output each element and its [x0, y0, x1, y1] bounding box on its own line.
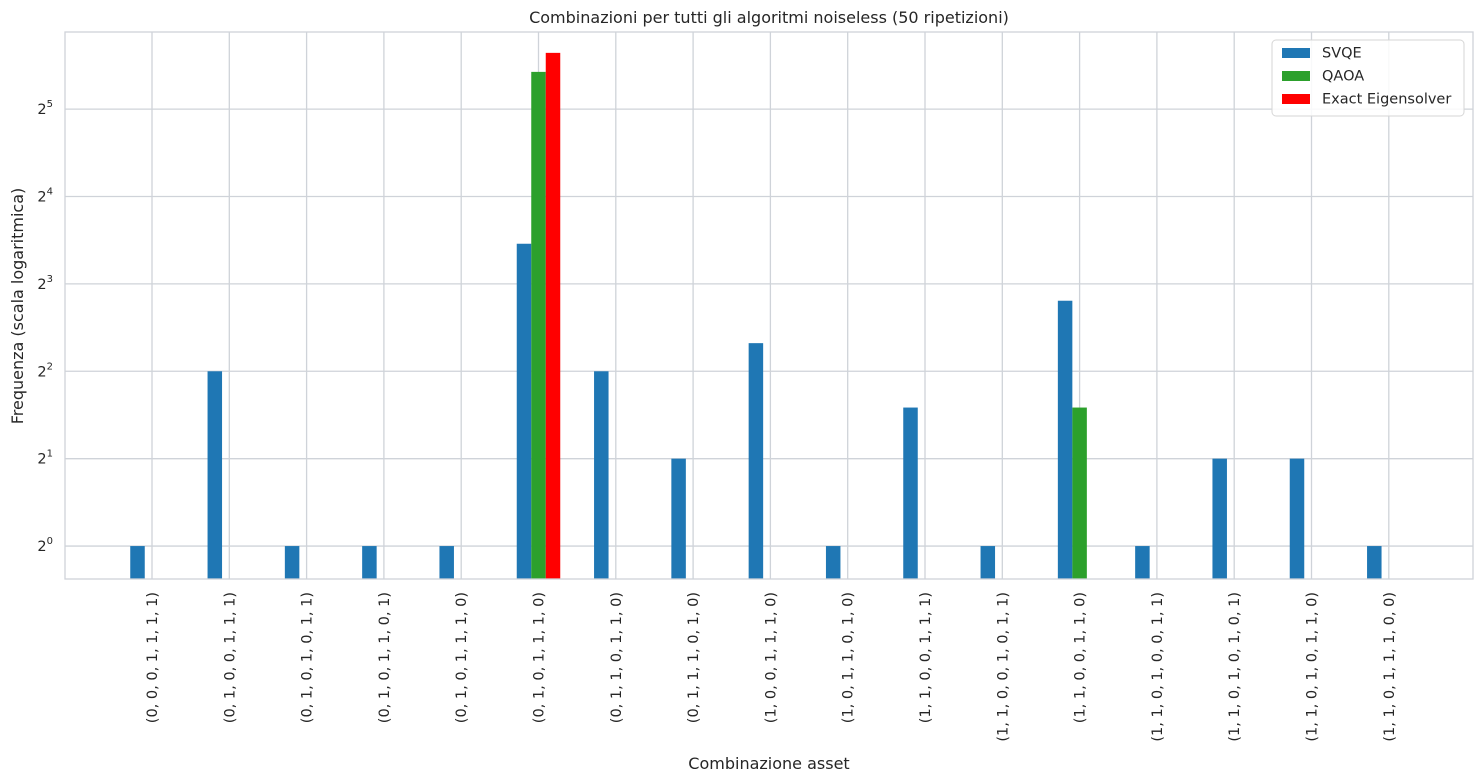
- x-tick-label: (1, 1, 0, 0, 1, 1, 0): [1073, 592, 1089, 723]
- x-tick-label: (0, 0, 0, 1, 1, 1, 1): [145, 592, 161, 723]
- y-tick-label: 25: [37, 99, 53, 118]
- x-tick-label: (0, 1, 0, 1, 0, 1, 1): [300, 592, 316, 723]
- legend-box: [1271, 39, 1465, 117]
- x-tick-label: (1, 1, 0, 1, 1, 1, 0, 0): [1382, 592, 1398, 742]
- bar-qaoa: [1072, 407, 1087, 579]
- bar-svqe: [1289, 458, 1305, 579]
- bar-svqe: [207, 371, 223, 579]
- y-tick-label: 23: [37, 274, 53, 293]
- bar-svqe: [1057, 300, 1073, 579]
- x-tick-label: (0, 1, 0, 1, 1, 1, 0): [454, 592, 470, 723]
- bar-svqe: [516, 243, 532, 579]
- bar-exact-eigensolver: [545, 52, 561, 579]
- legend-label-qaoa: QAOA: [1322, 69, 1364, 85]
- bar-svqe: [671, 458, 686, 579]
- bar-svqe: [130, 546, 145, 579]
- bar-svqe: [903, 407, 918, 579]
- bar-svqe: [439, 546, 454, 579]
- grid: [65, 32, 1473, 579]
- bars: [130, 52, 1382, 580]
- legend-label-exact-eigensolver: Exact Eigensolver: [1322, 92, 1451, 108]
- plot-frame: [64, 31, 1474, 580]
- y-tick-label: 20: [37, 536, 53, 555]
- x-tick-label: (0, 1, 1, 1, 0, 1, 0): [686, 592, 702, 723]
- bar-svqe: [825, 546, 841, 579]
- legend: SVQE QAOA Exact Eigensolver: [1271, 39, 1465, 117]
- x-tick-label: (1, 1, 0, 0, 1, 1, 1): [918, 592, 934, 723]
- bar-svqe: [1135, 546, 1150, 579]
- x-tick-label: (1, 0, 0, 1, 1, 1, 0): [763, 592, 779, 723]
- x-tick-label: (1, 0, 1, 1, 0, 1, 0): [841, 592, 857, 723]
- x-tick-label: (1, 1, 0, 1, 0, 0, 1, 1): [1150, 592, 1166, 742]
- x-tick-labels: (0, 0, 0, 1, 1, 1, 1) (0, 1, 0, 0, 1, 1, …: [145, 592, 1398, 742]
- y-tick-label: 21: [37, 449, 53, 468]
- legend-label-svqe: SVQE: [1322, 46, 1362, 62]
- x-tick-label: (0, 1, 1, 0, 1, 1, 0): [609, 592, 625, 723]
- y-tick-label: 22: [37, 361, 53, 380]
- y-axis-label: Frequenza (scala logaritmica): [8, 188, 27, 425]
- y-tick-labels: 20 21 22 23 24 25: [37, 99, 53, 555]
- x-tick-label: (1, 1, 0, 1, 0, 1, 0, 1): [1227, 592, 1243, 742]
- bar-svqe: [1367, 546, 1382, 579]
- y-tick-label: 24: [37, 187, 53, 206]
- chart-title: Combinazioni per tutti gli algoritmi noi…: [529, 8, 1009, 27]
- legend-swatch-exact-eigensolver: [1282, 94, 1310, 104]
- x-axis-label: Combinazione asset: [688, 754, 849, 773]
- x-tick-label: (0, 1, 0, 1, 1, 1, 0): [532, 592, 548, 723]
- x-tick-label: (1, 1, 0, 0, 1, 0, 1, 1): [995, 592, 1011, 742]
- legend-swatch-svqe: [1282, 48, 1310, 58]
- x-tick-label: (0, 1, 0, 1, 1, 0, 1): [377, 592, 393, 723]
- bar-svqe: [1212, 458, 1227, 579]
- bar-svqe: [748, 343, 764, 579]
- bar-svqe: [594, 371, 609, 579]
- legend-swatch-qaoa: [1282, 71, 1310, 81]
- bar-svqe: [284, 546, 300, 579]
- bar-qaoa: [531, 71, 546, 580]
- bar-svqe: [980, 546, 996, 579]
- x-tick-label: (0, 1, 0, 0, 1, 1, 1): [222, 592, 238, 723]
- bar-svqe: [362, 546, 377, 579]
- x-tick-label: (1, 1, 0, 1, 0, 1, 1, 0): [1305, 592, 1321, 742]
